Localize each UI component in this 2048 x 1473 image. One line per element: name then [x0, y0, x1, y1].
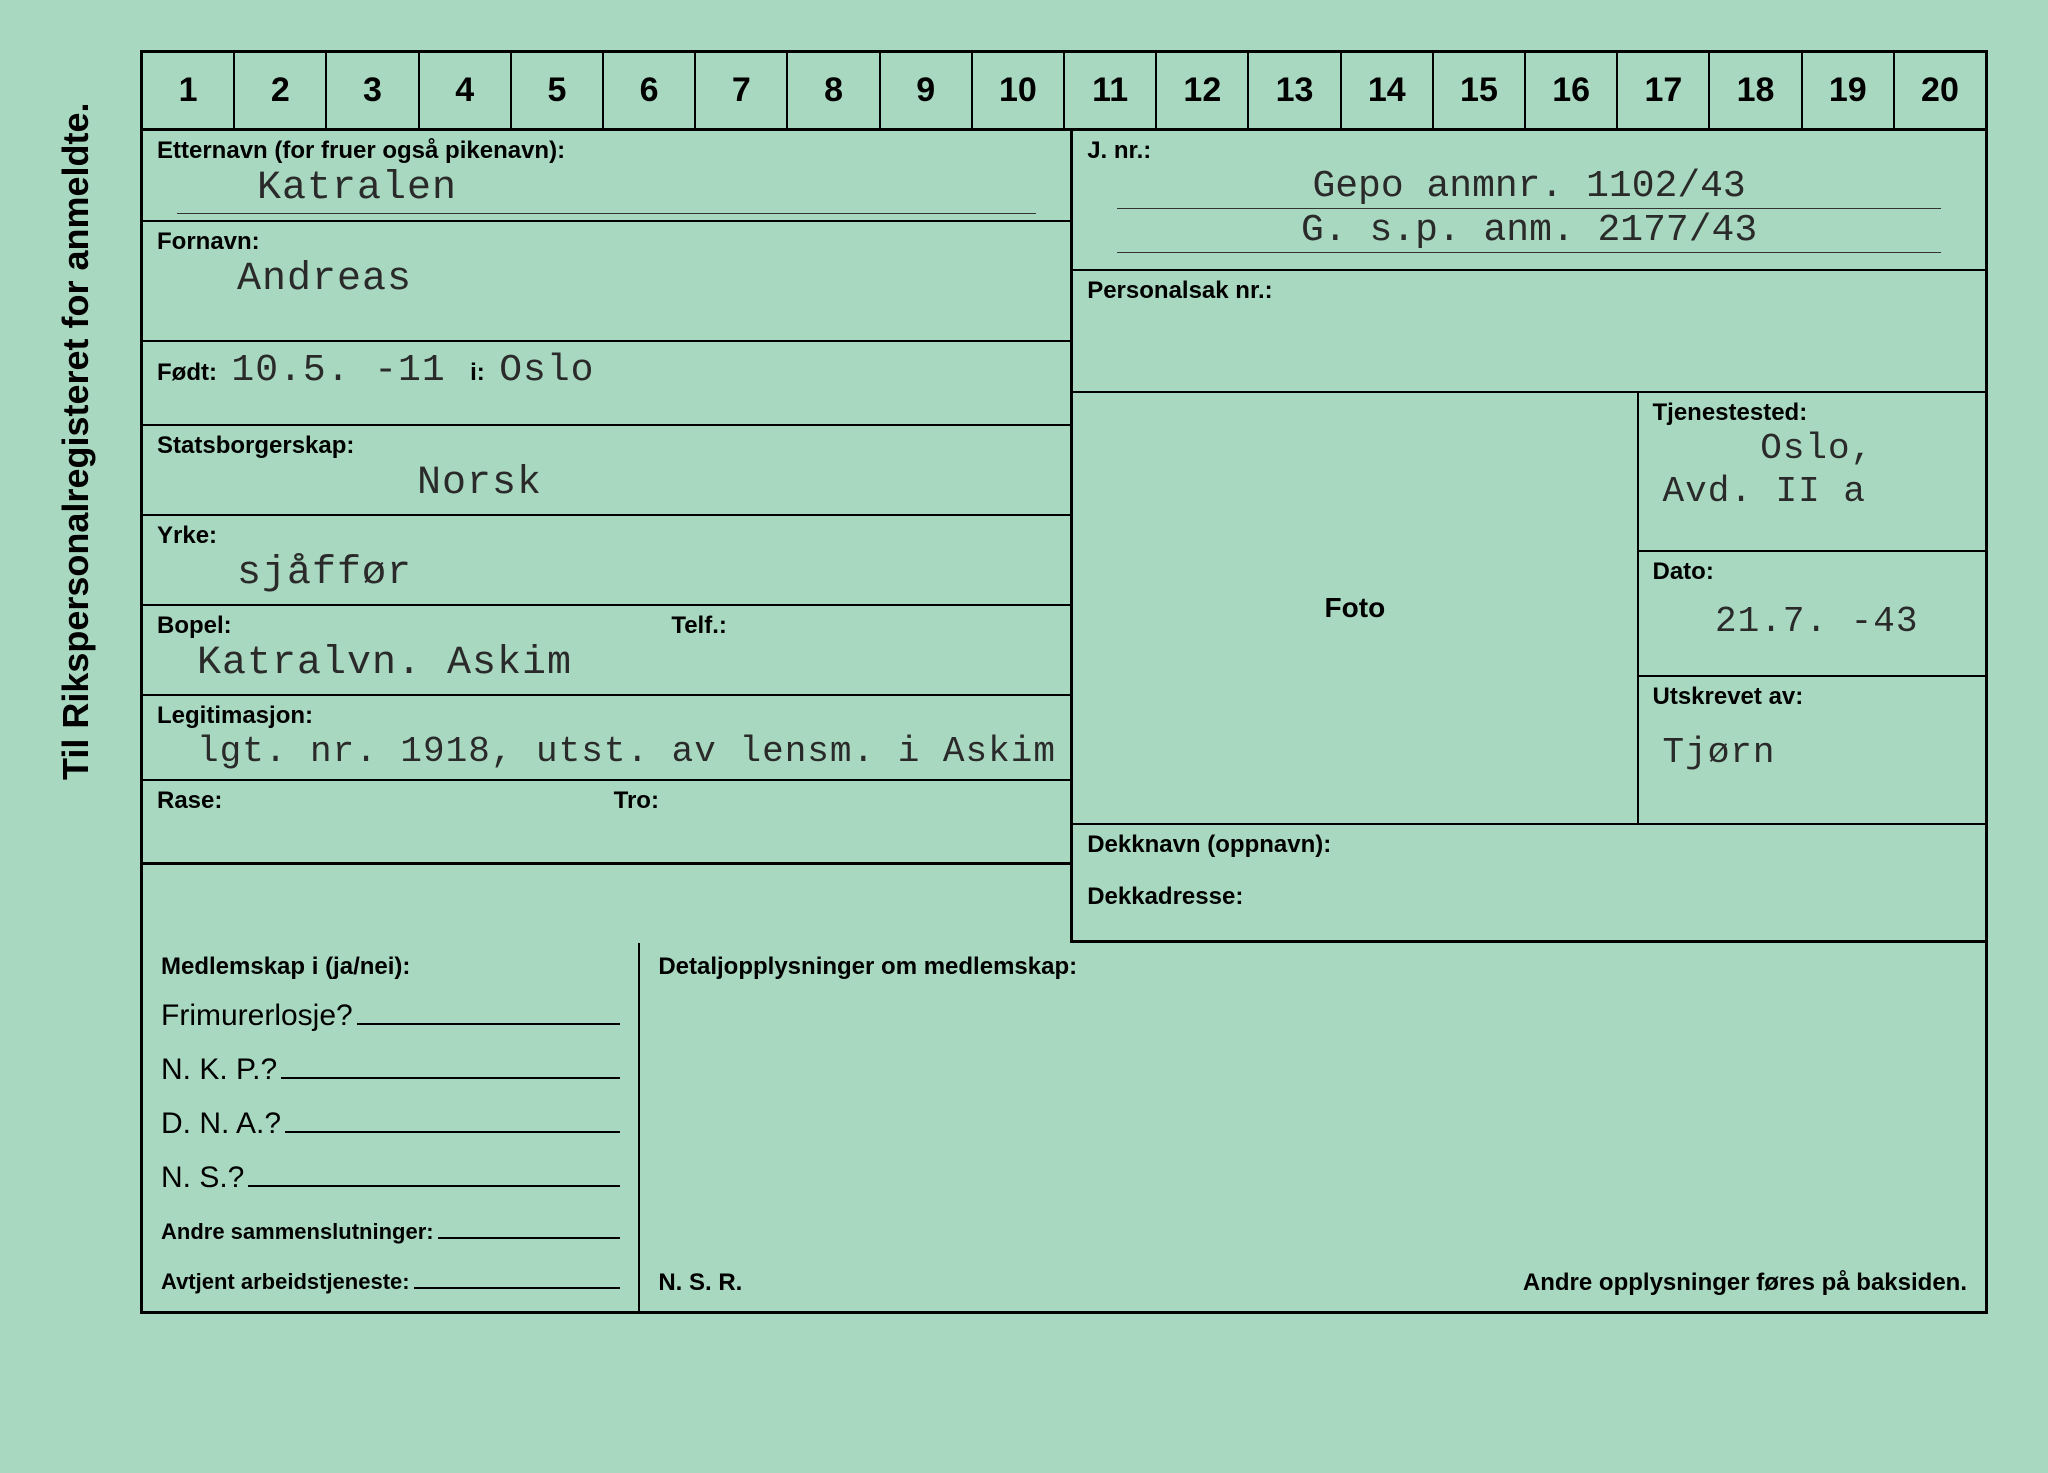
underline: [438, 1215, 621, 1239]
value-born-place: Oslo: [489, 349, 594, 392]
underline: [357, 1001, 621, 1025]
label-cover-address: Dekkadresse:: [1087, 883, 1971, 911]
field-id: Legitimasjon: lgt. nr. 1918, utst. av le…: [143, 696, 1070, 781]
label-date: Dato:: [1653, 558, 1971, 586]
label-membership: Medlemskap i (ja/nei):: [161, 953, 620, 981]
field-race-religion: Rase: Tro:: [143, 781, 1070, 865]
ruler-cell: 12: [1157, 53, 1249, 128]
membership-nkp: N. K. P.?: [161, 1053, 620, 1087]
label-alias: Dekknavn (oppnavn):: [1087, 831, 1971, 859]
ruler-cell: 13: [1249, 53, 1341, 128]
value-occupation: sjåffør: [157, 550, 1056, 598]
value-residence: Katralvn. Askim: [157, 640, 657, 688]
membership-dna: D. N. A.?: [161, 1107, 620, 1141]
membership-section: Medlemskap i (ja/nei): Frimurerlosje? N.…: [143, 943, 640, 1311]
label-religion: Tro:: [614, 787, 1057, 815]
value-issued-by: Tjørn: [1653, 711, 1971, 774]
details-section: Detaljopplysninger om medlemskap: N. S. …: [640, 943, 1985, 1311]
ruler-cell: 17: [1618, 53, 1710, 128]
label-details: Detaljopplysninger om medlemskap:: [658, 953, 1967, 981]
value-date: 21.7. -43: [1653, 586, 1971, 643]
field-occupation: Yrke: sjåffør: [143, 516, 1070, 606]
ruler-cell: 11: [1065, 53, 1157, 128]
field-journal-no: J. nr.: Gepo anmnr. 1102/43 G. s.p. anm.…: [1073, 131, 1985, 271]
ruler-cell: 7: [696, 53, 788, 128]
ruler-cell: 10: [973, 53, 1065, 128]
ruler-cell: 14: [1342, 53, 1434, 128]
value-service-loc2: Avd. II a: [1653, 470, 1971, 513]
label-born-in: i:: [470, 359, 485, 386]
field-surname: Etternavn (for fruer også pikenavn): Kat…: [143, 131, 1070, 222]
registration-card: 1 2 3 4 5 6 7 8 9 10 11 12 13 14 15 16 1…: [140, 50, 1988, 1314]
ruler-row: 1 2 3 4 5 6 7 8 9 10 11 12 13 14 15 16 1…: [143, 53, 1985, 131]
value-journal-line1: Gepo anmnr. 1102/43: [1117, 165, 1941, 209]
ruler-cell: 6: [604, 53, 696, 128]
ruler-cell: 19: [1803, 53, 1895, 128]
label-firstname: Fornavn:: [157, 228, 1056, 256]
label-dna: D. N. A.?: [161, 1107, 281, 1141]
ruler-cell: 2: [235, 53, 327, 128]
label-service-location: Tjenestested:: [1653, 399, 1971, 427]
label-personnel-no: Personalsak nr.:: [1087, 277, 1971, 305]
label-id: Legitimasjon:: [157, 702, 1056, 730]
field-issued-by: Utskrevet av: Tjørn: [1639, 677, 1985, 823]
ruler-cell: 1: [143, 53, 235, 128]
field-residence: Bopel: Katralvn. Askim Telf.:: [143, 606, 1070, 696]
ruler-cell: 16: [1526, 53, 1618, 128]
ruler-cell: 15: [1434, 53, 1526, 128]
field-born: Født: 10.5. -11 i: Oslo: [143, 342, 1070, 426]
ruler-cell: 18: [1710, 53, 1802, 128]
underline: [414, 1265, 621, 1289]
label-ns: N. S.?: [161, 1161, 244, 1195]
ruler-cell: 8: [788, 53, 880, 128]
label-freemason: Frimurerlosje?: [161, 999, 353, 1033]
vertical-title: Til Rikspersonalregisteret for anmeldte.: [55, 102, 97, 780]
value-citizenship: Norsk: [157, 460, 1056, 508]
ruler-cell: 5: [512, 53, 604, 128]
label-residence: Bopel:: [157, 612, 657, 640]
label-journal-no: J. nr.:: [1087, 137, 1971, 165]
membership-freemason: Frimurerlosje?: [161, 999, 620, 1033]
underline: [281, 1055, 620, 1079]
field-service-location: Tjenestested: Oslo, Avd. II a: [1639, 393, 1985, 552]
underline: [285, 1109, 620, 1133]
field-alias: Dekknavn (oppnavn): Dekkadresse:: [1073, 825, 1985, 943]
membership-labor-service: Avtjent arbeidstjeneste:: [161, 1265, 620, 1295]
label-see-back: Andre opplysninger føres på baksiden.: [1523, 1269, 1967, 1297]
ruler-cell: 3: [327, 53, 419, 128]
ruler-cell: 9: [881, 53, 973, 128]
value-journal-line2: G. s.p. anm. 2177/43: [1117, 209, 1941, 253]
label-surname: Etternavn (for fruer også pikenavn):: [157, 137, 1056, 165]
membership-other: Andre sammenslutninger:: [161, 1215, 620, 1245]
field-citizenship: Statsborgerskap: Norsk: [143, 426, 1070, 516]
label-nkp: N. K. P.?: [161, 1053, 277, 1087]
label-labor-service: Avtjent arbeidstjeneste:: [161, 1269, 410, 1295]
label-other-assoc: Andre sammenslutninger:: [161, 1219, 434, 1245]
label-occupation: Yrke:: [157, 522, 1056, 550]
membership-ns: N. S.?: [161, 1161, 620, 1195]
photo-box: Foto: [1073, 393, 1638, 823]
ruler-cell: 20: [1895, 53, 1985, 128]
label-photo: Foto: [1325, 592, 1386, 624]
ruler-cell: 4: [420, 53, 512, 128]
underline: [248, 1163, 620, 1187]
label-nsr: N. S. R.: [658, 1269, 742, 1297]
value-born-date: 10.5. -11: [221, 349, 445, 392]
value-firstname: Andreas: [157, 256, 1056, 304]
field-personnel-no: Personalsak nr.:: [1073, 271, 1985, 393]
label-issued-by: Utskrevet av:: [1653, 683, 1971, 711]
value-surname: Katralen: [177, 165, 1036, 214]
field-firstname: Fornavn: Andreas: [143, 222, 1070, 342]
value-id: lgt. nr. 1918, utst. av lensm. i Askim: [157, 730, 1056, 773]
label-phone: Telf.:: [671, 612, 1056, 640]
field-date: Dato: 21.7. -43: [1639, 552, 1985, 677]
label-citizenship: Statsborgerskap:: [157, 432, 1056, 460]
value-service-loc1: Oslo,: [1653, 427, 1971, 470]
label-born: Født:: [157, 359, 217, 386]
label-race: Rase:: [157, 787, 600, 815]
